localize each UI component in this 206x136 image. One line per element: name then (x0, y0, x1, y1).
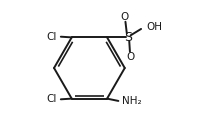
Text: O: O (126, 52, 134, 62)
Text: OH: OH (146, 22, 163, 32)
Text: S: S (124, 31, 132, 44)
Text: Cl: Cl (46, 94, 57, 104)
Text: Cl: Cl (46, 32, 57, 42)
Text: NH₂: NH₂ (122, 96, 141, 106)
Text: O: O (121, 12, 129, 22)
